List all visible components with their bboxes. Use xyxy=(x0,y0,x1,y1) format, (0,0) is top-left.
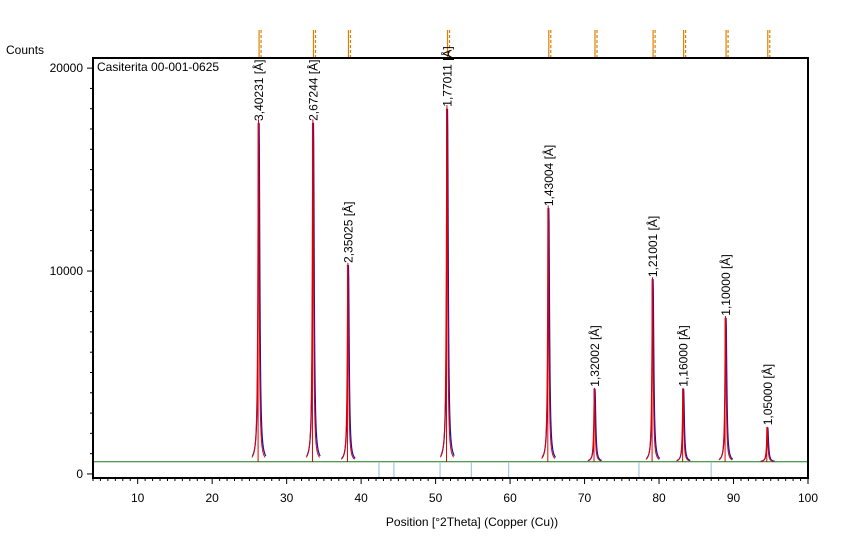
fitted-peak xyxy=(541,205,556,459)
d-spacing-label: 1,32002 [Å] xyxy=(587,325,602,386)
phase-annotation: Casiterita 00-001-0625 xyxy=(97,60,219,74)
fitted-peak xyxy=(439,105,455,458)
x-tick-label: 20 xyxy=(205,491,219,505)
plot-frame xyxy=(92,57,809,479)
fitted-peak xyxy=(305,119,320,458)
minor-phase-markers xyxy=(378,462,712,477)
diffraction-peaks xyxy=(251,105,775,462)
d-spacing-label: 1,16000 [Å] xyxy=(676,325,691,386)
x-tick-label: 70 xyxy=(578,491,592,505)
fitted-peak xyxy=(760,426,774,462)
x-axis: 10 20 30 40 50 60 70 80 90 100 xyxy=(92,478,818,505)
d-spacing-label: 1,43004 [Å] xyxy=(541,145,556,206)
x-tick-label: 10 xyxy=(131,491,145,505)
d-spacing-label: 1,10000 [Å] xyxy=(718,254,733,315)
fitted-peak xyxy=(645,277,660,460)
d-spacing-label: 2,35025 [Å] xyxy=(340,202,355,263)
x-tick-label: 40 xyxy=(354,491,368,505)
y-axis-label: Counts xyxy=(6,43,44,57)
x-tick-label: 100 xyxy=(798,491,818,505)
d-spacing-label: 1,05000 [Å] xyxy=(760,364,775,425)
fitted-peak xyxy=(718,316,733,461)
reference-pattern-lines xyxy=(258,30,771,58)
d-spacing-label: 1,77011 [Å] xyxy=(440,46,455,107)
d-spacing-label: 3,40231 [Å] xyxy=(251,60,266,121)
y-tick-label: 20000 xyxy=(50,61,84,75)
fitted-peak xyxy=(251,119,266,458)
x-tick-label: 60 xyxy=(503,491,517,505)
x-tick-label: 50 xyxy=(429,491,443,505)
x-tick-label: 30 xyxy=(280,491,294,505)
y-axis: 0 10000 20000 xyxy=(50,61,93,481)
x-axis-label: Position [°2Theta] (Copper (Cu)) xyxy=(386,515,558,529)
fitted-peak xyxy=(676,387,690,462)
y-tick-label: 0 xyxy=(76,467,83,481)
d-spacing-label: 1,21001 [Å] xyxy=(645,216,660,277)
x-tick-label: 80 xyxy=(652,491,666,505)
d-spacing-label: 2,67244 [Å] xyxy=(305,60,320,121)
fitted-peak xyxy=(340,262,355,460)
d-spacing-labels: 3,40231 [Å] 2,67244 [Å] 2,35025 [Å] 1,77011… xyxy=(251,46,775,425)
x-tick-label: 90 xyxy=(727,491,741,505)
y-tick-label: 10000 xyxy=(50,264,84,278)
fitted-peak xyxy=(587,387,602,462)
